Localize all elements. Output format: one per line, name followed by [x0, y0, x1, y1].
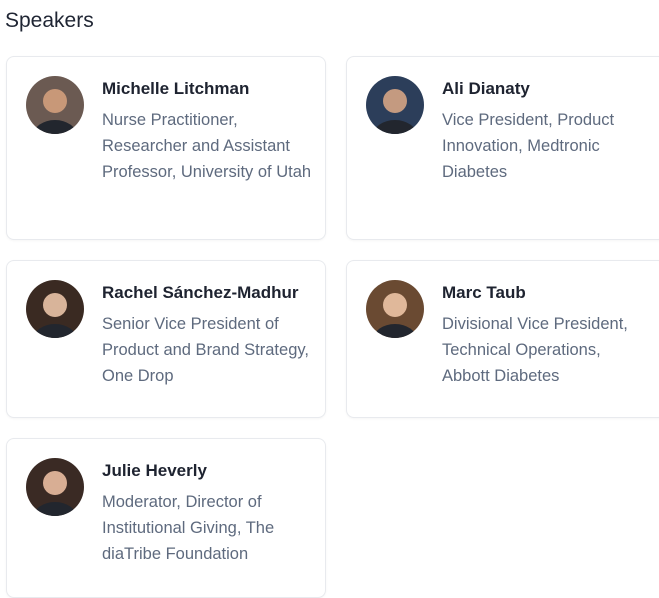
avatar — [26, 280, 84, 338]
speaker-name: Marc Taub — [442, 283, 526, 302]
avatar — [26, 458, 84, 516]
speaker-title: Senior Vice President of Product and Bra… — [102, 315, 309, 385]
speaker-title: Divisional Vice President, Technical Ope… — [442, 315, 628, 385]
avatar — [366, 280, 424, 338]
speaker-card[interactable]: Ali Dianaty Vice President, Product Inno… — [346, 56, 659, 240]
speaker-title: Nurse Practitioner, Researcher and Assis… — [102, 111, 312, 181]
section-title: Speakers — [5, 9, 94, 32]
speaker-card[interactable]: Michelle Litchman Nurse Practitioner, Re… — [6, 56, 326, 240]
speaker-title: Moderator, Director of Institutional Giv… — [102, 493, 275, 563]
speaker-title: Vice President, Product Innovation, Medt… — [442, 111, 615, 181]
avatar — [366, 76, 424, 134]
speaker-card[interactable]: Julie Heverly Moderator, Director of Ins… — [6, 438, 326, 598]
speaker-card[interactable]: Marc Taub Divisional Vice President, Tec… — [346, 260, 659, 418]
speaker-name: Julie Heverly — [102, 461, 207, 480]
avatar — [26, 76, 84, 134]
speaker-card[interactable]: Rachel Sánchez-Madhur Senior Vice Presid… — [6, 260, 326, 418]
speaker-name: Rachel Sánchez-Madhur — [102, 283, 299, 302]
speaker-name: Ali Dianaty — [442, 79, 530, 98]
speaker-name: Michelle Litchman — [102, 79, 250, 98]
